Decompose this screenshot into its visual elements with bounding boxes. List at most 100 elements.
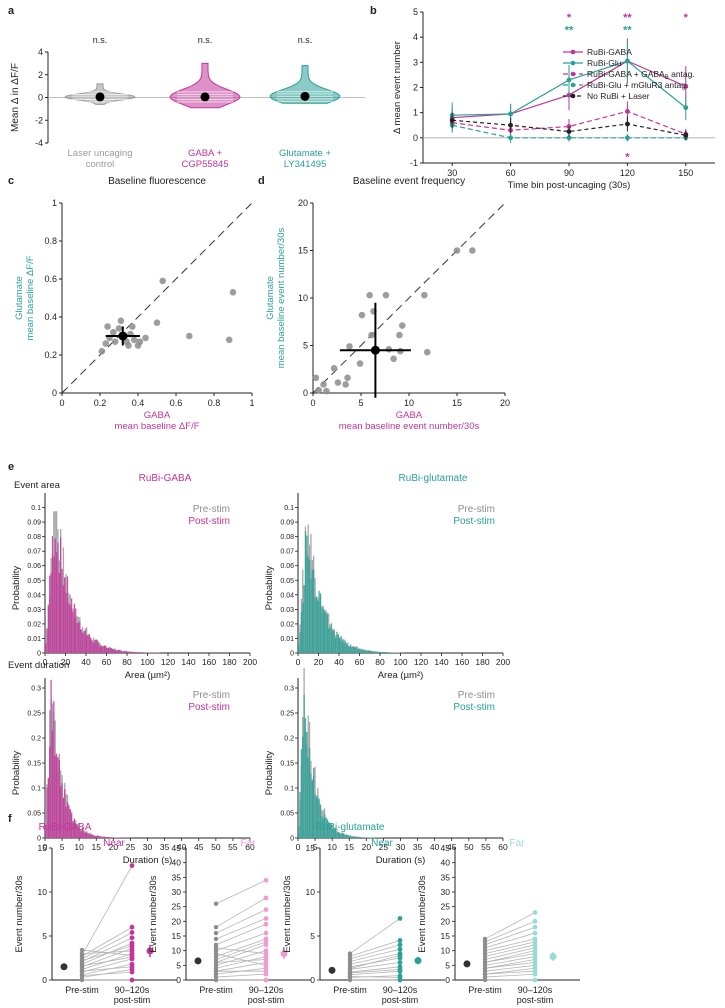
e-bar-post	[95, 639, 97, 653]
e-ytick-label: 0.04	[280, 592, 294, 599]
f-pair-line	[81, 932, 133, 960]
f-pair-line	[484, 920, 536, 943]
e-bar-post	[146, 652, 148, 653]
e-ytick-label: 0.02	[27, 621, 41, 628]
e-bar-post	[339, 637, 341, 653]
d-point	[423, 348, 431, 356]
f-pair-line	[215, 879, 267, 905]
d-point	[323, 387, 330, 395]
b-xtick-label: 90	[564, 168, 574, 178]
d-point	[396, 331, 403, 339]
f-panel-title: Near	[103, 838, 125, 849]
f-pair-line	[349, 975, 401, 978]
e-xtick-label: 40	[81, 657, 91, 667]
d-xlabel: GABA	[396, 410, 423, 421]
f-pair-line	[349, 976, 401, 978]
e-bar-post	[334, 638, 337, 653]
e-bar-post	[117, 649, 119, 653]
f-post-point	[129, 935, 135, 941]
f-post-point	[263, 930, 269, 936]
e-bar-post	[65, 592, 67, 653]
d-xtick-label: 0	[310, 398, 315, 408]
e-bar-post	[358, 648, 360, 653]
f-ytick-label: 30	[172, 887, 182, 897]
a-ytick-label: -4	[35, 138, 43, 148]
e-bar-post	[337, 832, 339, 838]
e-bar-post	[311, 569, 313, 653]
b-xtick-label: 60	[506, 168, 516, 178]
d-mean-point	[370, 345, 380, 355]
e-bar-post	[107, 837, 110, 838]
e-legend-pre: Pre-stim	[458, 504, 495, 515]
f-pair-line	[81, 865, 133, 956]
d-ytick-label: 5	[303, 341, 308, 351]
b-point-2	[625, 109, 630, 114]
f-pair-line	[484, 959, 536, 969]
f-ytick-label: 20	[441, 916, 451, 926]
e-bar-post	[360, 837, 363, 838]
b-xtick-label: 120	[620, 168, 635, 178]
c-point	[111, 338, 119, 346]
b-point-1	[625, 58, 630, 64]
f-xtick-label: 90–120s	[249, 985, 284, 995]
f-ytick-label: 20	[172, 916, 182, 926]
e-bar-post	[354, 647, 356, 653]
e-bar-post	[66, 802, 69, 838]
e-xtick-label: 140	[181, 657, 195, 667]
b-legend-suffix: antag.	[669, 69, 695, 79]
d-point	[312, 374, 320, 382]
f-ytick-label: 0	[445, 975, 450, 985]
e-bar-post	[90, 834, 92, 838]
e-ytick-label: 0.1	[284, 505, 294, 512]
f-post-mean	[280, 950, 288, 958]
e-bar-post	[62, 585, 65, 653]
e-xtick-label: 45	[194, 842, 204, 852]
e-bar-post	[94, 639, 96, 653]
f-group-title: RuBi-glutamate	[316, 822, 385, 833]
e-bar-post	[340, 636, 342, 653]
f-post-point	[263, 977, 269, 983]
panel-label-c: c	[8, 175, 14, 187]
e-legend-pre: Pre-stim	[458, 690, 495, 701]
e-row-label: Event duration	[8, 660, 69, 671]
e-bar-post	[298, 825, 300, 838]
e-bar-post	[355, 836, 357, 838]
f-pair-line	[349, 944, 401, 960]
e-bar-post	[92, 642, 95, 653]
f-pair-line	[215, 956, 267, 969]
f-pair-line	[349, 918, 401, 954]
f-post-point	[263, 968, 269, 974]
e-bar-post	[382, 652, 385, 653]
f-pair-line	[484, 926, 536, 946]
e-bar-post	[355, 646, 357, 653]
e-bar-post	[143, 652, 145, 653]
c-point	[229, 289, 237, 296]
f-ytick-label: 15	[38, 843, 48, 853]
e-xtick-label: 15	[345, 842, 355, 852]
e-bar-post	[51, 536, 54, 653]
e-bar-post	[124, 650, 126, 653]
e-bar-post	[304, 531, 307, 653]
e-bar-post	[110, 837, 112, 838]
e-bar-post	[140, 652, 142, 653]
c-xtick-label: 0.8	[208, 398, 221, 408]
f-pair-line	[215, 897, 267, 928]
e-ytick-label: 0.2	[31, 736, 41, 743]
e-bar-post	[102, 836, 104, 838]
f-pre-mean	[60, 963, 68, 971]
e-bar-post	[326, 819, 328, 838]
b-point-1	[508, 111, 513, 117]
e-xtick-label: 100	[140, 657, 154, 667]
e-bar-post	[330, 623, 333, 653]
e-xtick-label: 25	[379, 842, 389, 852]
e-bar-post	[111, 649, 114, 653]
e-bar-post	[62, 797, 65, 838]
e-bar-post	[101, 645, 103, 653]
f-post-point	[397, 916, 403, 921]
f-xtick-label: post-stim	[248, 995, 285, 1005]
e-legend-post: Post-stim	[453, 702, 495, 713]
c-point	[153, 319, 161, 327]
e-bar-post	[380, 651, 382, 653]
e-bar-post	[57, 757, 59, 838]
e-bar-post	[83, 631, 85, 653]
